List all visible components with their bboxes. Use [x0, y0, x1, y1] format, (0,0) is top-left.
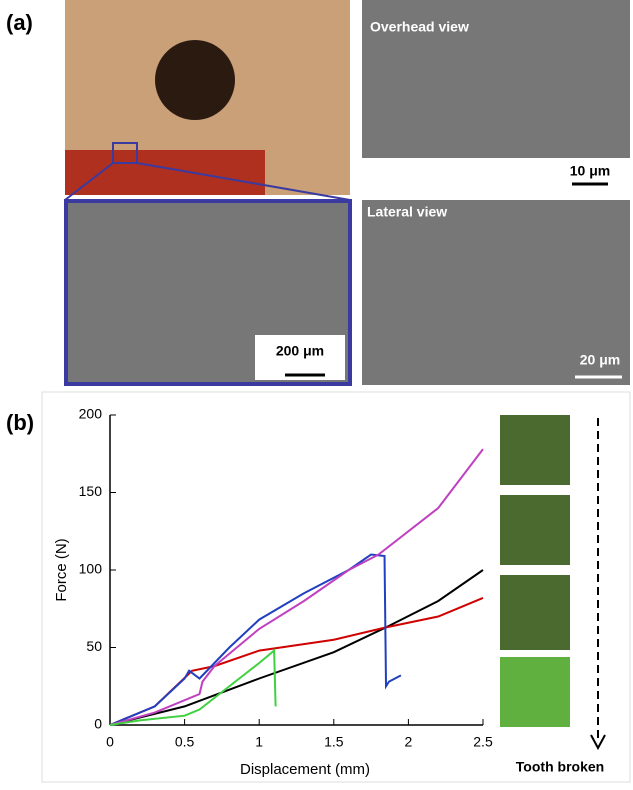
panel-label: (a)	[6, 10, 33, 35]
x-tick-label: 1	[255, 734, 263, 750]
video-frame	[500, 575, 570, 650]
scale-label: 200 μm	[276, 343, 324, 359]
x-axis-label: Displacement (mm)	[240, 761, 370, 778]
x-tick-label: 0.5	[175, 734, 195, 750]
y-tick-label: 200	[79, 406, 103, 422]
x-tick-label: 1.5	[324, 734, 344, 750]
series-line	[110, 598, 483, 725]
scale-label: 10 μm	[570, 163, 610, 179]
series-line	[110, 555, 401, 726]
y-axis-label: Force (N)	[53, 538, 70, 601]
video-frame	[500, 495, 570, 565]
panel-label: (b)	[6, 410, 34, 435]
y-tick-label: 0	[94, 716, 102, 732]
y-tick-label: 150	[79, 483, 103, 499]
image-caption: Lateral view	[367, 204, 447, 220]
series-line	[110, 449, 483, 725]
scale-label: 20 μm	[580, 352, 620, 368]
frames	[500, 415, 570, 727]
side-label: Tooth broken	[516, 759, 604, 775]
x-tick-label: 0	[106, 734, 114, 750]
image-caption: Overhead view	[370, 19, 469, 35]
series-line	[110, 570, 483, 725]
fish-jaw	[65, 150, 265, 195]
video-frame	[500, 657, 570, 727]
fish-eye	[155, 40, 235, 120]
x-tick-label: 2.5	[473, 734, 493, 750]
figure: (a) Overhead view 10 μm 200 μm Lateral v…	[0, 0, 633, 785]
video-frame	[500, 415, 570, 485]
y-tick-label: 100	[79, 561, 103, 577]
x-tick-label: 2	[405, 734, 413, 750]
y-tick-label: 50	[86, 638, 102, 654]
